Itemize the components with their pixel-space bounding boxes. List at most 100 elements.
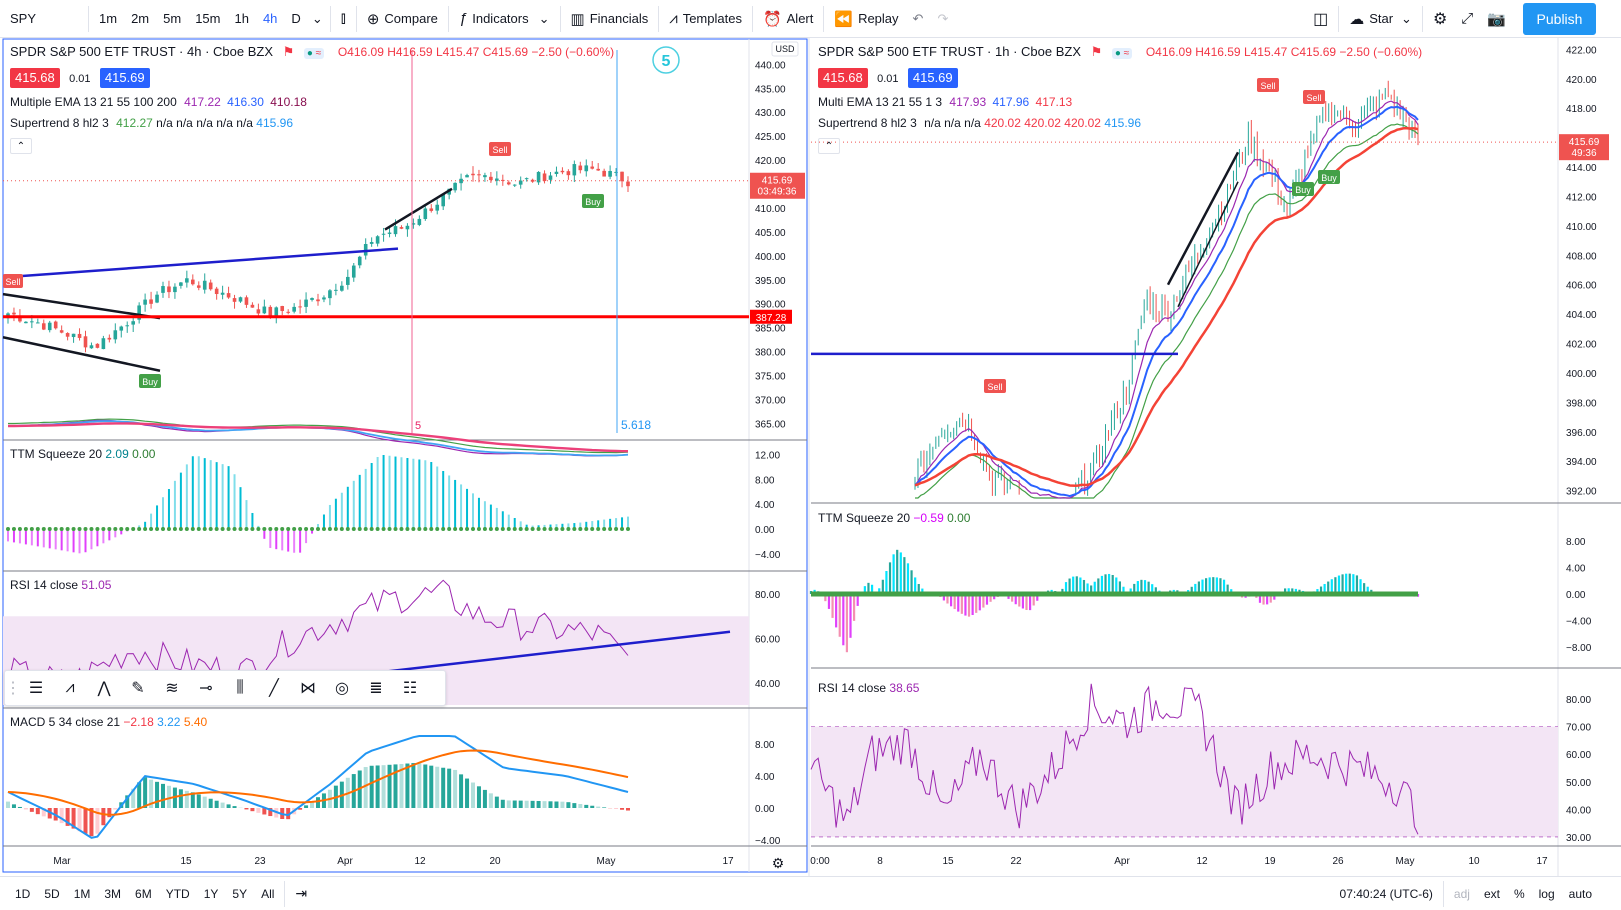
right-supertrend-legend[interactable]: Supertrend 8 hl2 3 n/a n/a n/a 420.02 42…	[818, 115, 1141, 131]
auto-toggle[interactable]: auto	[1568, 886, 1592, 901]
chart-type-candles-icon[interactable]: ⫾	[340, 9, 346, 27]
ttm-squeeze-dot	[137, 527, 142, 531]
go-to-date-icon[interactable]: ⇥	[295, 885, 308, 901]
range-1y[interactable]: 1Y	[203, 886, 219, 901]
macd-histogram-bar	[512, 800, 517, 808]
fullscreen-icon[interactable]: ⤢	[1461, 10, 1474, 27]
camera-icon[interactable]: 📷	[1487, 10, 1506, 28]
left-st-name: Supertrend 8 hl2 3	[10, 116, 109, 130]
log-toggle[interactable]: log	[1538, 886, 1555, 901]
compare-button[interactable]: ⊕ Compare	[360, 0, 445, 38]
alert-button[interactable]: ⏰ Alert	[756, 0, 820, 38]
brush-icon[interactable]: ✎	[131, 680, 145, 697]
right-rsi-tick: 40.00	[1566, 805, 1591, 816]
flag-icon[interactable]: ⚑	[1090, 44, 1103, 59]
horizontal-ray-icon[interactable]: ⊸	[199, 680, 213, 697]
fib-spiral-icon[interactable]: ◎	[335, 680, 349, 697]
left-supertrend-legend[interactable]: Supertrend 8 hl2 3 412.27 n/a n/a n/a n/…	[10, 115, 293, 131]
left-macd-legend[interactable]: MACD 5 34 close 21 −2.18 3.22 5.40	[10, 714, 207, 730]
replay-button[interactable]: ⏪ Replay	[827, 0, 905, 38]
undo-icon[interactable]: ↶	[912, 10, 924, 26]
templates-button[interactable]: ⩘ Templates	[662, 0, 749, 38]
interval-4h[interactable]: 4h	[262, 11, 278, 26]
buy-signal-label: Buy	[585, 197, 601, 207]
left-collapse-legend-chevron-up-icon[interactable]: ⌃	[10, 138, 32, 154]
right-ask-price[interactable]: 415.69	[907, 68, 958, 88]
right-bid-price[interactable]: 415.68	[818, 68, 868, 88]
left-bid-price[interactable]: 415.68	[10, 68, 60, 88]
left-ema-legend[interactable]: Multiple EMA 13 21 55 100 200 417.22 416…	[10, 94, 307, 110]
percent-toggle[interactable]: %	[1513, 886, 1525, 901]
right-main-pane[interactable]: Sell Sell Sell Buy Buy	[811, 78, 1558, 499]
adj-toggle[interactable]: adj	[1453, 886, 1470, 901]
range-1d[interactable]: 1D	[15, 886, 31, 901]
candle-body	[220, 292, 225, 295]
range-ytd[interactable]: YTD	[165, 886, 190, 901]
ttm-squeeze-dot	[161, 527, 165, 531]
buy-signal	[1292, 182, 1314, 196]
drag-handle-icon[interactable]: ⋮	[5, 680, 21, 697]
candle-body	[626, 181, 630, 187]
sell-signal-label: Sell	[1260, 81, 1275, 91]
right-ttm-pane[interactable]	[809, 549, 1420, 653]
pattern-icon[interactable]: ⋈	[300, 680, 316, 697]
elliott-wave-icon[interactable]: ⩘	[65, 679, 75, 696]
left-ttm-legend[interactable]: TTM Squeeze 20 2.09 0.00	[10, 446, 155, 462]
ttm-squeeze-dot	[71, 527, 76, 531]
ext-toggle[interactable]: ext	[1483, 886, 1500, 901]
star-button[interactable]: ☁ Star ⌄	[1342, 0, 1419, 38]
symbol-search[interactable]: SPY	[10, 11, 37, 26]
divider	[658, 5, 660, 32]
left-rsi-name: RSI 14 close	[10, 578, 79, 592]
chart-area[interactable]: 5 5.618 5 Sell Buy Sell Buy Sell Sell Sell Buy Buy…	[0, 38, 1621, 876]
indicators-button[interactable]: ƒ Indicators ⌄	[452, 0, 557, 38]
left-ttm-pane[interactable]	[6, 455, 630, 554]
right-symbol-legend[interactable]: SPDR S&P 500 ETF TRUST · 1h · Cboe BZX ⚑…	[818, 44, 1422, 62]
left-time-tick: 23	[254, 856, 266, 867]
candle-body	[369, 242, 374, 244]
horizontal-lines-icon[interactable]: ☰	[28, 680, 44, 697]
range-1m[interactable]: 1M	[73, 886, 91, 901]
right-ema-legend[interactable]: Multi EMA 13 21 55 1 3 417.93 417.96 417…	[818, 94, 1072, 110]
left-main-pane[interactable]: 5 5.618 5 Sell Buy Sell Buy	[2, 46, 749, 457]
right-rsi-legend[interactable]: RSI 14 close 38.65	[818, 680, 919, 696]
range-3m[interactable]: 3M	[104, 886, 122, 901]
left-close: C415.69	[482, 45, 529, 59]
left-rsi-legend[interactable]: RSI 14 close 51.05	[10, 577, 111, 593]
fib-levels-icon[interactable]: ☷	[402, 680, 418, 697]
interval-15m[interactable]: 15m	[195, 11, 221, 26]
financials-button[interactable]: ▥ Financials	[564, 0, 656, 38]
abc-pattern-icon[interactable]: ⋀	[97, 680, 111, 697]
range-all[interactable]: All	[261, 886, 275, 901]
publish-button[interactable]: Publish	[1523, 3, 1596, 35]
range-6m[interactable]: 6M	[135, 886, 152, 901]
interval-2m[interactable]: 2m	[131, 11, 150, 26]
interval-d[interactable]: D	[291, 11, 301, 26]
right-ttm-val-2: 0.00	[947, 511, 971, 525]
fib-channel-icon[interactable]: ≋	[165, 680, 179, 697]
interval-1m[interactable]: 1m	[99, 11, 118, 26]
right-rsi-pane[interactable]	[810, 683, 1558, 838]
interval-1h[interactable]: 1h	[234, 11, 249, 26]
left-symbol-legend[interactable]: SPDR S&P 500 ETF TRUST · 4h · Cboe BZX ⚑…	[10, 44, 614, 62]
clock-time[interactable]: 07:40:24 (UTC-6)	[1339, 886, 1433, 901]
macd-histogram-bar	[596, 806, 601, 808]
interval-dropdown-chevron-icon[interactable]: ⌄	[311, 10, 323, 26]
range-5y[interactable]: 5Y	[232, 886, 248, 901]
range-5d[interactable]: 5D	[44, 886, 60, 901]
trend-line-icon[interactable]: ╱	[269, 680, 279, 697]
sell-signal	[3, 274, 23, 288]
candles-tool-icon[interactable]: ⫼	[236, 679, 244, 696]
fib-retracement-icon[interactable]: ≣	[369, 680, 383, 697]
flag-icon[interactable]: ⚑	[282, 44, 295, 59]
left-ask-price[interactable]: 415.69	[99, 68, 150, 88]
drawing-toolbar[interactable]: ⋮ ☰ ⩘ ⋀ ✎ ≋ ⊸ ⫼ ╱ ⋈ ◎ ≣ ☷	[4, 670, 446, 706]
redo-icon[interactable]: ↷	[937, 10, 949, 26]
ttm-squeeze-dot	[298, 527, 303, 531]
right-collapse-legend-chevron-up-icon[interactable]: ⌃	[818, 138, 840, 154]
right-ttm-legend[interactable]: TTM Squeeze 20 −0.59 0.00	[818, 510, 970, 526]
settings-gear-icon[interactable]: ⚙	[1432, 10, 1448, 28]
left-macd-pane[interactable]	[6, 735, 630, 839]
layout-select-icon[interactable]: ◫	[1313, 10, 1329, 28]
interval-5m[interactable]: 5m	[163, 11, 182, 26]
